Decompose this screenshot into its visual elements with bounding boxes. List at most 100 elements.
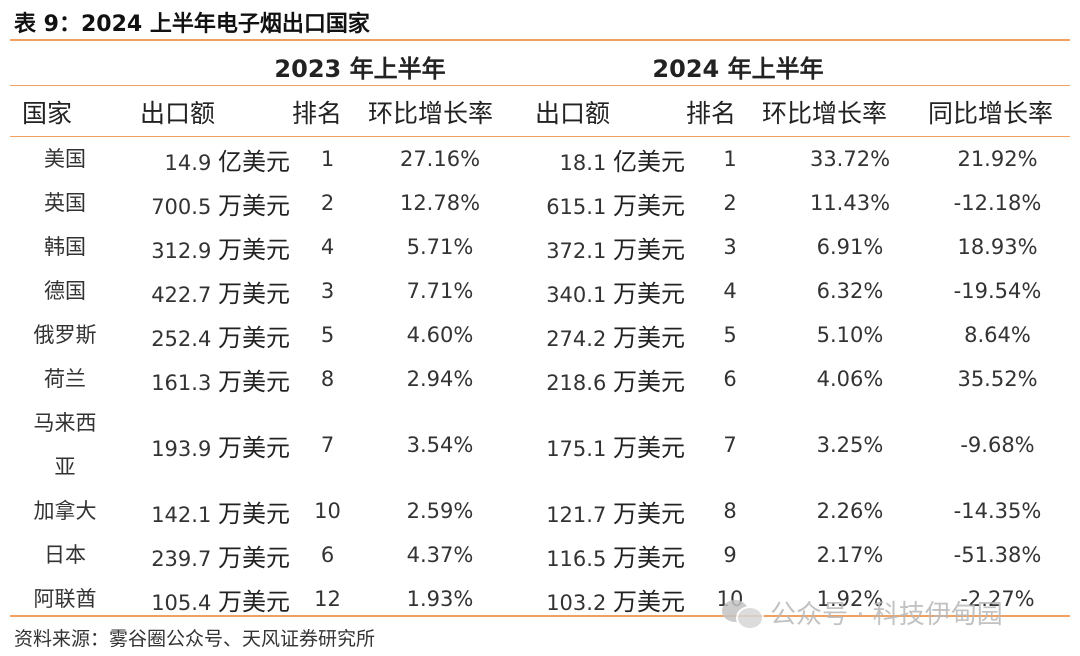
cell-export-2023: 312.9 万美元 — [120, 225, 290, 269]
amount-value: 161.3 — [151, 370, 212, 395]
cell-country: 马来西亚 — [10, 401, 120, 489]
rank-value: 1 — [723, 147, 737, 171]
cell-qoq-2024: 1.92% — [775, 577, 925, 621]
cell-export-2024: 340.1 万美元 — [515, 269, 685, 313]
cell-qoq-2024: 6.91% — [775, 225, 925, 269]
cell-qoq-2023: 1.93% — [365, 577, 515, 621]
rank-value: 1 — [320, 147, 335, 171]
yoy-value: 35.52% — [957, 367, 1038, 391]
cell-qoq-2024: 5.10% — [775, 313, 925, 357]
cell-country: 韩国 — [10, 225, 120, 269]
cell-rank-2023: 12 — [290, 577, 365, 621]
cell-export-2023: 142.1 万美元 — [120, 489, 290, 533]
header-rank-2024: 排名 — [686, 99, 737, 128]
table-row: 德国 422.7 万美元 3 7.71% 340.1 万美元 4 6.32% -19.54% — [10, 269, 1070, 313]
amount-value: 700.5 — [151, 194, 212, 219]
cell-export-2024: 372.1 万美元 — [515, 225, 685, 269]
bottom-rule — [10, 615, 1070, 617]
group-rule — [10, 85, 1070, 86]
qoq-value: 5.71% — [406, 235, 474, 259]
group-header-2024: 2024 年上半年 — [652, 55, 824, 83]
yoy-value: -19.54% — [953, 279, 1042, 303]
amount-unit: 万美元 — [218, 543, 290, 572]
wechat-icon — [722, 596, 764, 630]
cell-qoq-2024: 3.25% — [775, 401, 925, 489]
rank-value: 2 — [723, 191, 737, 215]
cell-qoq-2023: 2.94% — [365, 357, 515, 401]
cell-qoq-2024: 2.26% — [775, 489, 925, 533]
country-name: 荷兰 — [44, 367, 86, 391]
header-yoy-2024: 同比增长率 — [928, 99, 1054, 128]
country-name: 俄罗斯 — [33, 323, 97, 347]
cell-export-2024: 18.1 亿美元 — [515, 137, 685, 181]
qoq-value: 2.17% — [816, 543, 884, 567]
amount-value: 14.9 — [164, 150, 212, 175]
rank-value: 12 — [314, 587, 341, 611]
qoq-value: 4.60% — [406, 323, 474, 347]
table-row: 美国 14.9 亿美元 1 27.16% 18.1 亿美元 1 33.72% 21.92% — [10, 137, 1070, 181]
table-row: 韩国 312.9 万美元 4 5.71% 372.1 万美元 3 6.91% 18.93% — [10, 225, 1070, 269]
qoq-value: 11.43% — [809, 191, 891, 215]
qoq-value: 4.06% — [816, 367, 884, 391]
cell-country: 日本 — [10, 533, 120, 577]
cell-export-2024: 218.6 万美元 — [515, 357, 685, 401]
cell-yoy-2024: -14.35% — [925, 489, 1070, 533]
yoy-value: 21.92% — [957, 147, 1038, 171]
cell-qoq-2024: 6.32% — [775, 269, 925, 313]
header-qoq-2024: 环比增长率 — [762, 99, 888, 128]
amount-unit: 万美元 — [218, 279, 290, 308]
cell-yoy-2024: -12.18% — [925, 181, 1070, 225]
cell-country: 美国 — [10, 137, 120, 181]
amount-unit: 亿美元 — [613, 147, 685, 176]
cell-export-2023: 252.4 万美元 — [120, 313, 290, 357]
country-name: 英国 — [44, 191, 86, 215]
cell-qoq-2024: 4.06% — [775, 357, 925, 401]
cell-export-2024: 175.1 万美元 — [515, 401, 685, 489]
amount-unit: 万美元 — [613, 499, 685, 528]
cell-yoy-2024: 21.92% — [925, 137, 1070, 181]
cell-rank-2023: 4 — [290, 225, 365, 269]
cell-export-2023: 193.9 万美元 — [120, 401, 290, 489]
table-row: 阿联酋 105.4 万美元 12 1.93% 103.2 万美元 10 1.92% -2.27… — [10, 577, 1070, 621]
country-name: 马来西亚 — [33, 411, 97, 479]
cell-rank-2023: 6 — [290, 533, 365, 577]
qoq-value: 12.78% — [399, 191, 481, 215]
cell-yoy-2024: 8.64% — [925, 313, 1070, 357]
table-row: 日本 239.7 万美元 6 4.37% 116.5 万美元 9 2.17% -51.38% — [10, 533, 1070, 577]
amount-value: 121.7 — [546, 502, 607, 527]
amount-unit: 万美元 — [613, 433, 685, 462]
cell-qoq-2023: 2.59% — [365, 489, 515, 533]
amount-value: 218.6 — [546, 370, 607, 395]
amount-value: 116.5 — [546, 546, 607, 571]
amount-value: 312.9 — [151, 238, 212, 263]
cell-export-2024: 103.2 万美元 — [515, 577, 685, 621]
cell-country: 阿联酋 — [10, 577, 120, 621]
rank-value: 2 — [320, 191, 335, 215]
cell-country: 荷兰 — [10, 357, 120, 401]
cell-qoq-2024: 11.43% — [775, 181, 925, 225]
amount-unit: 万美元 — [218, 587, 290, 616]
rank-value: 6 — [320, 543, 335, 567]
header-rank-2023: 排名 — [292, 99, 343, 128]
amount-unit: 万美元 — [218, 367, 290, 396]
cell-export-2023: 105.4 万美元 — [120, 577, 290, 621]
amount-value: 175.1 — [546, 436, 607, 461]
amount-unit: 万美元 — [613, 543, 685, 572]
cell-export-2024: 274.2 万美元 — [515, 313, 685, 357]
cell-yoy-2024: 18.93% — [925, 225, 1070, 269]
country-name: 德国 — [44, 279, 86, 303]
cell-rank-2023: 2 — [290, 181, 365, 225]
qoq-value: 2.26% — [816, 499, 884, 523]
cell-yoy-2024: 35.52% — [925, 357, 1070, 401]
cell-qoq-2023: 12.78% — [365, 181, 515, 225]
table-row: 英国 700.5 万美元 2 12.78% 615.1 万美元 2 11.43% -12.18… — [10, 181, 1070, 225]
yoy-value: 18.93% — [957, 235, 1038, 259]
amount-value: 18.1 — [559, 150, 607, 175]
cell-rank-2024: 8 — [685, 489, 775, 533]
amount-unit: 万美元 — [613, 191, 685, 220]
cell-qoq-2023: 27.16% — [365, 137, 515, 181]
amount-value: 252.4 — [151, 326, 212, 351]
table-row: 荷兰 161.3 万美元 8 2.94% 218.6 万美元 6 4.06% 35.52% — [10, 357, 1070, 401]
rank-value: 7 — [723, 433, 737, 457]
amount-unit: 万美元 — [613, 367, 685, 396]
